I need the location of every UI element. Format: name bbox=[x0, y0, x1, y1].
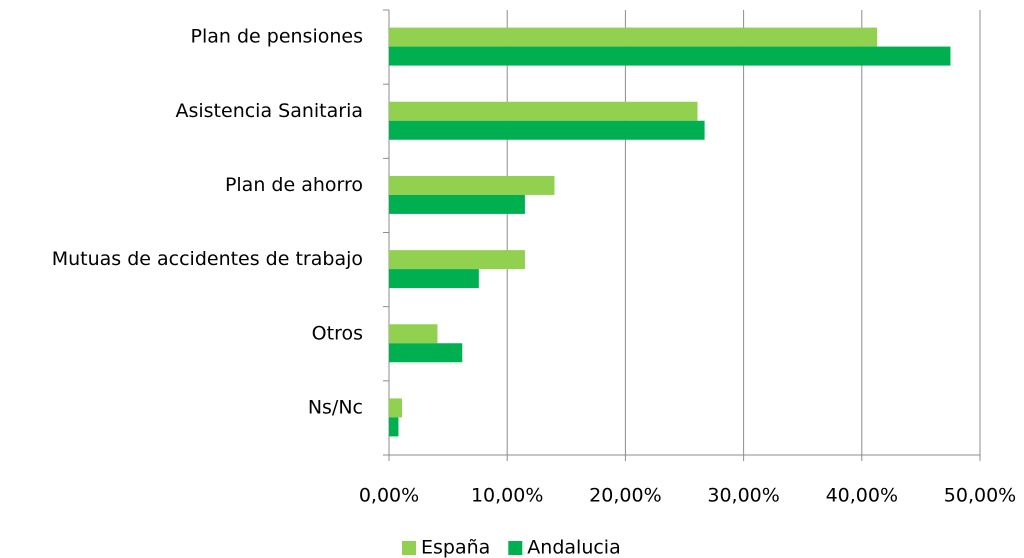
bar bbox=[389, 343, 463, 363]
bar bbox=[389, 27, 878, 47]
legend-swatch bbox=[402, 541, 416, 555]
bar bbox=[389, 250, 525, 270]
bar bbox=[389, 398, 403, 418]
y-tick-label: Plan de pensiones bbox=[191, 26, 363, 48]
bar bbox=[389, 417, 399, 437]
bar bbox=[389, 46, 951, 66]
bar bbox=[389, 120, 705, 140]
bar bbox=[389, 101, 698, 121]
y-tick-label: Mutuas de accidentes de trabajo bbox=[52, 248, 363, 270]
x-tick-label: 40,00% bbox=[826, 485, 898, 507]
x-tick-label: 20,00% bbox=[589, 485, 661, 507]
x-tick-label: 30,00% bbox=[707, 485, 779, 507]
bar bbox=[389, 194, 525, 214]
bar bbox=[389, 269, 479, 289]
bar bbox=[389, 324, 438, 344]
x-tick-label: 10,00% bbox=[471, 485, 543, 507]
y-tick-label: Otros bbox=[312, 322, 363, 344]
bar bbox=[389, 175, 555, 195]
x-tick-label: 50,00% bbox=[944, 485, 1016, 507]
y-tick-label: Ns/Nc bbox=[308, 396, 363, 418]
y-tick-label: Plan de ahorro bbox=[225, 174, 363, 196]
legend-label: Andalucia bbox=[527, 537, 620, 558]
legend-swatch bbox=[508, 541, 523, 555]
x-tick-label: 0,00% bbox=[359, 485, 419, 507]
y-tick-label: Asistencia Sanitaria bbox=[175, 100, 363, 122]
legend-label: España bbox=[421, 537, 490, 558]
